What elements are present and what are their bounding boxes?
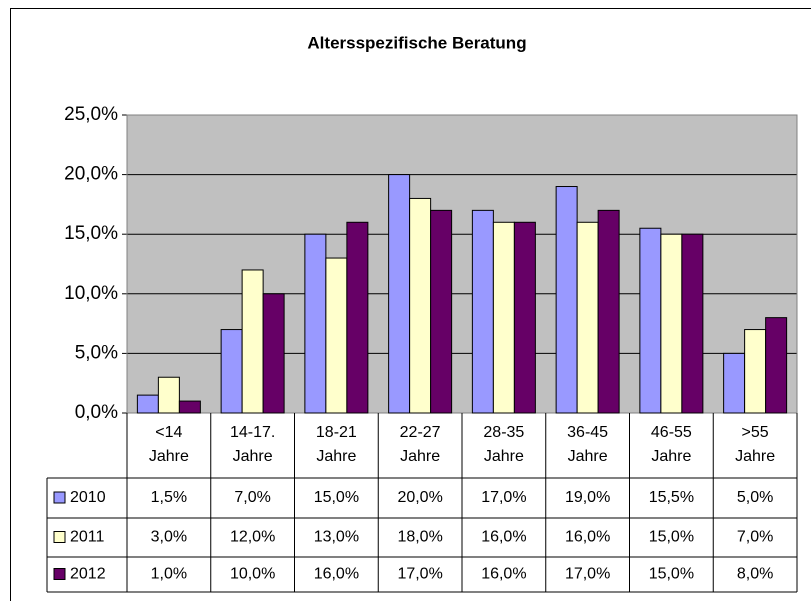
- bar: [157, 376, 180, 414]
- y-tick-label: 10,0%: [64, 283, 118, 304]
- x-tick-label: 46-55 Jahre: [651, 424, 692, 465]
- table-value: 7,0%: [737, 529, 773, 546]
- x-tick-label: 22-27 Jahre: [400, 424, 441, 465]
- bar: [744, 329, 767, 414]
- table-value: 17,0%: [397, 566, 442, 583]
- legend-label: 2011: [70, 529, 105, 546]
- legend-swatch: [53, 531, 66, 543]
- chart-title: Altersspezifische Beratung: [307, 33, 526, 52]
- bar: [346, 221, 369, 414]
- bar: [639, 227, 662, 414]
- bar: [262, 293, 285, 414]
- legend-swatch: [53, 568, 66, 580]
- table-value: 19,0%: [565, 489, 610, 506]
- bar: [409, 197, 432, 414]
- table-value: 13,0%: [314, 529, 359, 546]
- table-value: 5,0%: [737, 489, 773, 506]
- x-tick-label: 14-17. Jahre: [230, 424, 275, 465]
- bar: [597, 209, 620, 414]
- y-tick-label: 0,0%: [75, 402, 118, 423]
- table-value: 1,5%: [151, 489, 187, 506]
- bar: [220, 329, 243, 414]
- table-value: 16,0%: [565, 529, 610, 546]
- bar: [430, 209, 453, 414]
- bar: [681, 233, 704, 414]
- bar: [471, 209, 494, 414]
- table-value: 16,0%: [314, 566, 359, 583]
- bar: [513, 221, 536, 414]
- x-tick-label: 28-35 Jahre: [483, 424, 524, 465]
- table-value: 7,0%: [234, 489, 270, 506]
- table-value: 15,0%: [314, 489, 359, 506]
- table-value: 16,0%: [481, 566, 526, 583]
- y-tick-label: 5,0%: [75, 342, 118, 363]
- x-tick-label: >55 Jahre: [735, 424, 775, 465]
- y-tick-label: 20,0%: [64, 164, 118, 185]
- table-value: 16,0%: [481, 529, 526, 546]
- y-tick-label: 15,0%: [64, 223, 118, 244]
- bar: [388, 174, 411, 414]
- bar: [555, 186, 578, 414]
- legend-label: 2010: [70, 489, 106, 506]
- table-value: 1,0%: [151, 566, 187, 583]
- table-value: 15,0%: [649, 529, 694, 546]
- table-value: 17,0%: [565, 566, 610, 583]
- table-value: 20,0%: [397, 489, 442, 506]
- bar: [576, 221, 599, 414]
- y-tick-label: 25,0%: [64, 104, 118, 125]
- legend-swatch: [53, 491, 66, 504]
- bar: [723, 352, 746, 414]
- legend-label: 2012: [70, 566, 106, 583]
- table-value: 18,0%: [397, 529, 442, 546]
- table-value: 15,5%: [649, 489, 694, 506]
- bar: [660, 233, 683, 414]
- bar: [178, 400, 201, 414]
- table-value: 15,0%: [649, 566, 694, 583]
- table-value: 8,0%: [737, 566, 773, 583]
- table-value: 17,0%: [481, 489, 526, 506]
- table-value: 3,0%: [151, 529, 187, 546]
- bar: [304, 233, 327, 414]
- table-value: 10,0%: [230, 566, 275, 583]
- bar: [492, 221, 515, 414]
- x-tick-label: 18-21 Jahre: [316, 424, 357, 465]
- bar: [325, 257, 348, 414]
- x-tick-label: <14 Jahre: [149, 424, 189, 465]
- table-value: 12,0%: [230, 529, 275, 546]
- x-tick-label: 36-45 Jahre: [567, 424, 608, 465]
- bar: [136, 394, 159, 414]
- bar: [765, 317, 788, 414]
- bar: [241, 269, 264, 414]
